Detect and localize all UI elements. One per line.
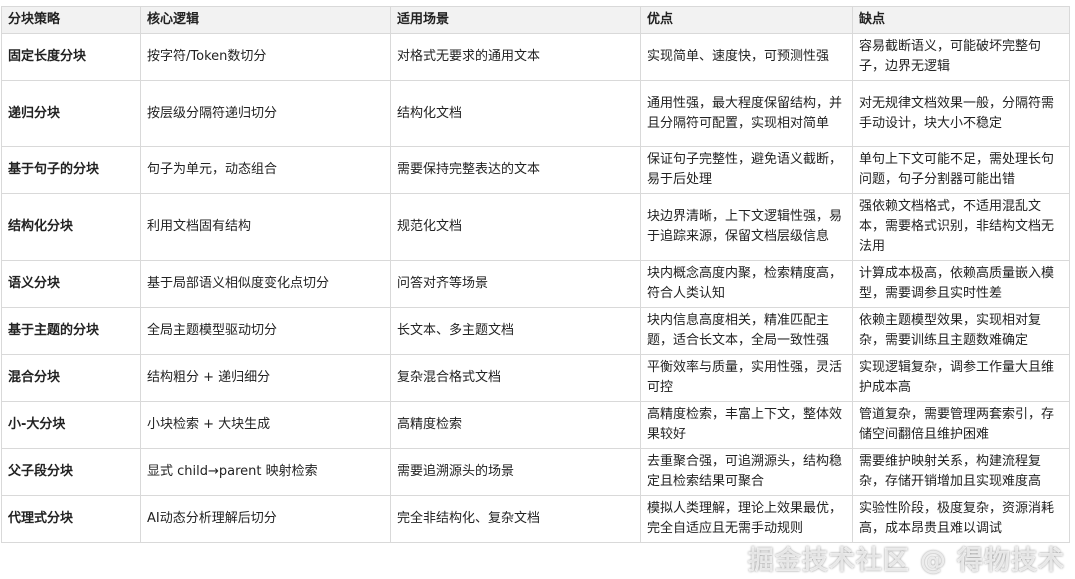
pros-cell: 块边界清晰，上下文逻辑性强，易于追踪来源，保留文档层级信息 [640,193,853,261]
pros-cell: 实现简单、速度快，可预测性强 [640,33,853,81]
cons-cell: 容易截断语义，可能破坏完整句子，边界无逻辑 [852,33,1070,81]
scenario-cell: 高精度检索 [390,401,641,449]
scenario-cell: 对格式无要求的通用文本 [390,33,641,81]
core-logic-cell: AI动态分析理解后切分 [140,495,391,543]
cons-cell: 管道复杂，需要管理两套索引，存储空间翻倍且维护困难 [852,401,1070,449]
pros-cell: 块内概念高度内聚，检索精度高，符合人类认知 [640,260,853,308]
pros-cell: 平衡效率与质量，实用性强，灵活可控 [640,354,853,402]
header-scenario: 适用场景 [390,6,641,34]
strategy-cell: 基于句子的分块 [1,146,141,194]
table-row: 递归分块 按层级分隔符递归切分 结构化文档 通用性强，最大程度保留结构，并且分隔符可配… [1,80,1070,147]
scenario-cell: 问答对齐等场景 [390,260,641,308]
cons-cell: 计算成本极高，依赖高质量嵌入模型，需要调参且实时性差 [852,260,1070,308]
pros-cell: 块内信息高度相关，精准匹配主题，适合长文本，全局一致性强 [640,307,853,355]
strategy-cell: 递归分块 [1,80,141,147]
table-header-row: 分块策略 核心逻辑 适用场景 优点 缺点 [1,6,1070,34]
table-row: 小-大分块 小块检索 + 大块生成 高精度检索 高精度检索，丰富上下文，整体效果较好管… [1,401,1070,449]
cons-cell: 实验性阶段，极度复杂，资源消耗高，成本昂贵且难以调试 [852,495,1070,543]
core-logic-cell: 基于局部语义相似度变化点切分 [140,260,391,308]
pros-cell: 去重聚合强，可追溯源头，结构稳定且检索结果可聚合 [640,448,853,496]
pros-cell: 通用性强，最大程度保留结构，并且分隔符可配置，实现相对简单 [640,80,853,147]
strategy-cell: 混合分块 [1,354,141,402]
core-logic-cell: 全局主题模型驱动切分 [140,307,391,355]
core-logic-cell: 小块检索 + 大块生成 [140,401,391,449]
core-logic-cell: 结构粗分 + 递归细分 [140,354,391,402]
core-logic-cell: 利用文档固有结构 [140,193,391,261]
table-row: 代理式分块 AI动态分析理解后切分 完全非结构化、复杂文档 模拟人类理解，理论上效果最… [1,495,1070,543]
scenario-cell: 规范化文档 [390,193,641,261]
pros-cell: 模拟人类理解，理论上效果最优，完全自适应且无需手动规则 [640,495,853,543]
strategy-cell: 代理式分块 [1,495,141,543]
cons-cell: 对无规律文档效果一般，分隔符需手动设计，块大小不稳定 [852,80,1070,147]
table-row: 固定长度分块 按字符/Token数切分 对格式无要求的通用文本 实现简单、速度快，可预… [1,33,1070,81]
scenario-cell: 需要追溯源头的场景 [390,448,641,496]
header-pros: 优点 [640,6,853,34]
scenario-cell: 结构化文档 [390,80,641,147]
strategy-cell: 语义分块 [1,260,141,308]
strategy-cell: 固定长度分块 [1,33,141,81]
chunking-strategy-table: 分块策略 核心逻辑 适用场景 优点 缺点 固定长度分块 按字符/Token数切分对… [1,6,1070,543]
pros-cell: 保证句子完整性，避免语义截断，易于后处理 [640,146,853,194]
table-row: 父子段分块 显式 child→parent 映射检索 需要追溯源头的场景 去重聚合强，… [1,448,1070,496]
core-logic-cell: 显式 child→parent 映射检索 [140,448,391,496]
table-row: 结构化分块 利用文档固有结构 规范化文档 块边界清晰，上下文逻辑性强，易于追踪来源，保… [1,193,1070,261]
table-row: 基于句子的分块 句子为单元，动态组合 需要保持完整表达的文本 保证句子完整性，避免语义… [1,146,1070,194]
scenario-cell: 复杂混合格式文档 [390,354,641,402]
scenario-cell: 完全非结构化、复杂文档 [390,495,641,543]
core-logic-cell: 句子为单元，动态组合 [140,146,391,194]
cons-cell: 单句上下文可能不足，需处理长句问题，句子分割器可能出错 [852,146,1070,194]
strategy-cell: 小-大分块 [1,401,141,449]
core-logic-cell: 按字符/Token数切分 [140,33,391,81]
cons-cell: 强依赖文档格式，不适用混乱文本，需要格式识别，非结构文档无法用 [852,193,1070,261]
strategy-cell: 基于主题的分块 [1,307,141,355]
watermark: 掘金技术社区 @ 得物技术 [747,546,1065,576]
header-strategy: 分块策略 [1,6,141,34]
scenario-cell: 长文本、多主题文档 [390,307,641,355]
core-logic-cell: 按层级分隔符递归切分 [140,80,391,147]
table-row: 混合分块 结构粗分 + 递归细分 复杂混合格式文档 平衡效率与质量，实用性强，灵活可控… [1,354,1070,402]
cons-cell: 依赖主题模型效果，实现相对复杂，需要训练且主题数难确定 [852,307,1070,355]
table-row: 基于主题的分块 全局主题模型驱动切分 长文本、多主题文档 块内信息高度相关，精准匹配主… [1,307,1070,355]
header-core-logic: 核心逻辑 [140,6,391,34]
scenario-cell: 需要保持完整表达的文本 [390,146,641,194]
pros-cell: 高精度检索，丰富上下文，整体效果较好 [640,401,853,449]
cons-cell: 实现逻辑复杂，调参工作量大且维护成本高 [852,354,1070,402]
strategy-cell: 父子段分块 [1,448,141,496]
cons-cell: 需要维护映射关系，构建流程复杂，存储开销增加且实现难度高 [852,448,1070,496]
header-cons: 缺点 [852,6,1070,34]
table-row: 语义分块 基于局部语义相似度变化点切分 问答对齐等场景 块内概念高度内聚，检索精度高，… [1,260,1070,308]
strategy-cell: 结构化分块 [1,193,141,261]
